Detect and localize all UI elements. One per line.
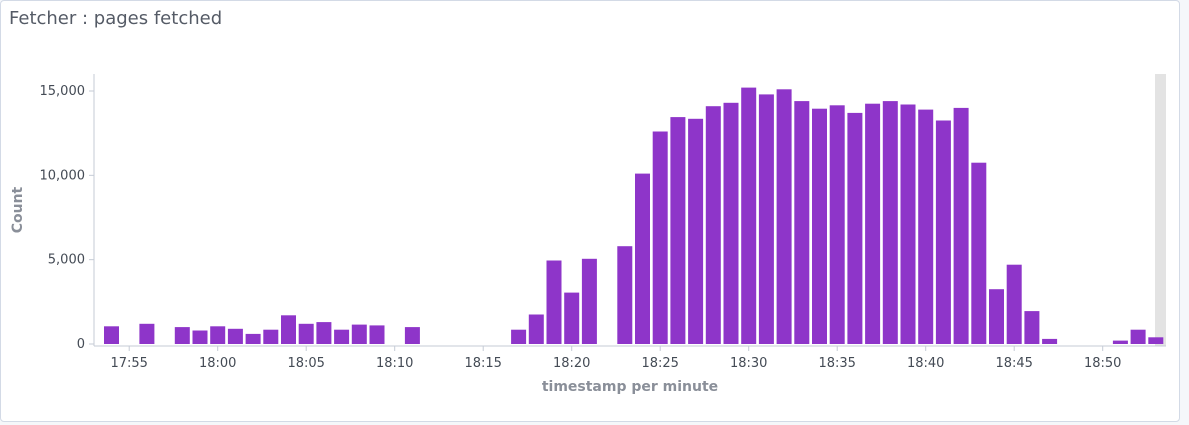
bar-1758[interactable] (174, 327, 190, 344)
x-tick-label: 18:05 (287, 356, 324, 371)
bar-1847[interactable] (1042, 338, 1058, 344)
bar-1840[interactable] (918, 109, 934, 344)
bar-1841[interactable] (935, 120, 951, 345)
x-tick-label: 18:25 (641, 356, 678, 371)
bar-1801[interactable] (227, 328, 243, 344)
bar-1845[interactable] (1006, 264, 1022, 344)
bar-1844[interactable] (989, 289, 1004, 344)
bar-1808[interactable] (351, 324, 367, 344)
y-axis-ticks: 0 5,000 10,000 15,000 (40, 84, 94, 352)
bar-1759[interactable] (192, 330, 208, 345)
bar-1843[interactable] (971, 162, 987, 344)
bar-1800[interactable] (210, 326, 226, 344)
x-axis-ticks: 17:55 18:00 18:05 18:10 18:15 18:20 18:25 18:30… (110, 346, 1121, 371)
y-tick-label: 0 (77, 337, 85, 352)
bar-1803[interactable] (263, 329, 279, 344)
bar-1830[interactable] (741, 87, 757, 344)
y-tick-label: 15,000 (40, 84, 86, 99)
x-tick-label: 18:00 (199, 356, 236, 371)
bar-1834[interactable] (812, 108, 827, 344)
x-tick-label: 18:10 (376, 356, 413, 371)
bar-1853[interactable] (1148, 337, 1164, 344)
bar-1820[interactable] (564, 292, 580, 344)
bar-1836[interactable] (847, 112, 863, 345)
x-tick-label: 18:40 (907, 356, 944, 371)
y-tick-label: 5,000 (48, 253, 85, 268)
bar-1835[interactable] (829, 105, 845, 344)
bar-1824[interactable] (635, 173, 650, 344)
bar-1838[interactable] (882, 101, 898, 344)
bar-1831[interactable] (758, 94, 774, 345)
y-tick-label: 10,000 (40, 168, 86, 183)
bar-1802[interactable] (245, 333, 261, 344)
bar-1828[interactable] (705, 106, 721, 344)
bar-1833[interactable] (794, 101, 810, 344)
bar-1829[interactable] (723, 102, 739, 344)
x-tick-label: 18:20 (553, 356, 590, 371)
bar-1827[interactable] (688, 118, 704, 344)
x-tick-label: 18:50 (1084, 356, 1121, 371)
panel-title: Fetcher : pages fetched (9, 8, 223, 29)
x-tick-label: 18:30 (730, 356, 767, 371)
bar-1811[interactable] (404, 327, 420, 344)
x-axis-title: timestamp per minute (542, 379, 718, 395)
bar-1851[interactable] (1112, 340, 1128, 344)
bar-1842[interactable] (953, 107, 969, 345)
bar-1821[interactable] (581, 258, 597, 344)
bar-1852[interactable] (1130, 329, 1146, 344)
bar-1817[interactable] (511, 329, 527, 344)
bar-1839[interactable] (900, 104, 916, 345)
y-axis-title: Count (10, 186, 26, 233)
bars-group (104, 87, 1164, 345)
bar-1823[interactable] (617, 246, 633, 344)
bar-1837[interactable] (865, 103, 881, 344)
bar-1832[interactable] (776, 89, 792, 344)
x-tick-label: 18:15 (464, 356, 501, 371)
x-tick-label: 18:35 (818, 356, 855, 371)
bar-1846[interactable] (1024, 311, 1040, 344)
bar-1809[interactable] (369, 325, 385, 344)
bar-1807[interactable] (334, 329, 350, 344)
x-tick-label: 18:45 (995, 356, 1032, 371)
bar-1819[interactable] (546, 260, 562, 345)
bar-1804[interactable] (281, 315, 296, 344)
bar-1754[interactable] (104, 326, 119, 344)
bar-1756[interactable] (139, 323, 155, 344)
bar-1806[interactable] (316, 322, 332, 344)
x-tick-label: 17:55 (110, 356, 147, 371)
bar-1826[interactable] (670, 117, 686, 344)
bar-1825[interactable] (652, 131, 668, 345)
overflow-band (1155, 74, 1166, 346)
bar-1818[interactable] (528, 314, 544, 345)
bar-1805[interactable] (298, 323, 314, 344)
